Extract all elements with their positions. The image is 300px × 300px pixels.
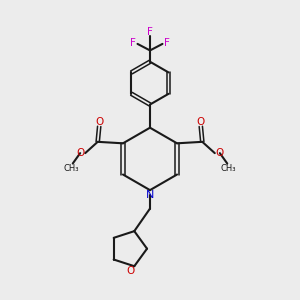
- Text: F: F: [130, 38, 136, 48]
- Text: O: O: [95, 117, 103, 127]
- Text: F: F: [164, 38, 170, 48]
- Text: F: F: [147, 27, 153, 37]
- Text: O: O: [216, 148, 224, 158]
- Text: O: O: [76, 148, 84, 158]
- Text: O: O: [197, 117, 205, 127]
- Text: N: N: [146, 190, 154, 200]
- Text: CH₃: CH₃: [221, 164, 236, 173]
- Text: O: O: [127, 266, 135, 276]
- Text: CH₃: CH₃: [64, 164, 79, 173]
